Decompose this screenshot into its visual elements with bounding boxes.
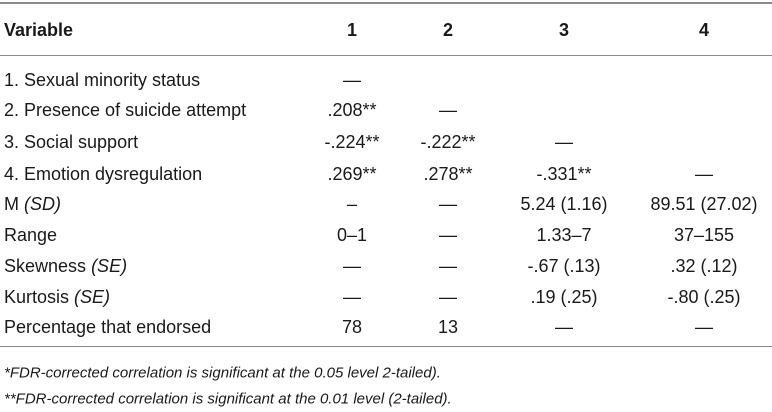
table-cell: — bbox=[439, 100, 457, 120]
label-text: Range bbox=[4, 225, 58, 245]
table-cell: — bbox=[695, 317, 713, 337]
top-rule bbox=[0, 2, 772, 4]
table-cell: -.331** bbox=[536, 164, 592, 184]
table-cell: 13 bbox=[437, 317, 459, 337]
table-cell: — bbox=[555, 132, 573, 152]
table-cell: -.80 (.25) bbox=[667, 287, 741, 307]
header-rule bbox=[0, 55, 772, 56]
table-cell: 78 bbox=[341, 317, 363, 337]
footnote: **FDR-corrected correlation is significa… bbox=[4, 390, 452, 408]
row-label: 2. Presence of suicide attempt bbox=[4, 99, 246, 121]
table-cell: .32 (.12) bbox=[670, 256, 738, 276]
label-text: Kurtosis bbox=[4, 287, 70, 307]
table-cell: 1.33–7 bbox=[536, 225, 592, 245]
table-cell: – bbox=[346, 194, 358, 214]
table-cell: — bbox=[343, 70, 361, 90]
table-cell: 37–155 bbox=[673, 225, 735, 245]
label-italic: (SE) bbox=[74, 287, 111, 307]
bottom-rule bbox=[0, 346, 772, 347]
header-cell: 1 bbox=[346, 20, 358, 40]
header-cell: 3 bbox=[558, 20, 570, 40]
table-cell: — bbox=[343, 256, 361, 276]
table-cell: -.224** bbox=[324, 132, 380, 152]
table-cell: — bbox=[439, 194, 457, 214]
row-label: 1. Sexual minority status bbox=[4, 69, 200, 91]
table-cell: .269** bbox=[327, 164, 377, 184]
table-cell: .208** bbox=[327, 100, 377, 120]
header-cell: 2 bbox=[442, 20, 454, 40]
row-label: Percentage that endorsed bbox=[4, 316, 211, 338]
label-text: 2. Presence of suicide attempt bbox=[4, 100, 247, 120]
table-cell: 5.24 (1.16) bbox=[520, 194, 608, 214]
row-label: Skewness (SE) bbox=[4, 255, 127, 277]
footnote: *FDR-corrected correlation is significan… bbox=[4, 364, 441, 382]
table-cell: 0–1 bbox=[336, 225, 368, 245]
header-cell: Variable bbox=[4, 20, 74, 40]
table-cell: — bbox=[439, 256, 457, 276]
table-cell: — bbox=[439, 287, 457, 307]
row-label: Kurtosis (SE) bbox=[4, 286, 110, 308]
row-label: 3. Social support bbox=[4, 131, 138, 153]
label-italic: (SE) bbox=[91, 256, 128, 276]
header-cell: 4 bbox=[698, 20, 710, 40]
row-label: Range bbox=[4, 224, 57, 246]
row-label: M (SD) bbox=[4, 193, 61, 215]
table-cell: .19 (.25) bbox=[530, 287, 598, 307]
row-label: 4. Emotion dysregulation bbox=[4, 163, 202, 185]
table-cell: -.67 (.13) bbox=[527, 256, 601, 276]
label-text: M bbox=[4, 194, 19, 214]
table-cell: — bbox=[343, 287, 361, 307]
label-italic: (SD) bbox=[24, 194, 62, 214]
table-cell: — bbox=[555, 317, 573, 337]
label-text: Percentage that endorsed bbox=[4, 317, 212, 337]
label-text: Skewness bbox=[4, 256, 87, 276]
table-cell: .278** bbox=[423, 164, 473, 184]
table-cell: — bbox=[439, 225, 457, 245]
label-text: 3. Social support bbox=[4, 132, 139, 152]
label-text: 4. Emotion dysregulation bbox=[4, 164, 203, 184]
label-text: 1. Sexual minority status bbox=[4, 70, 201, 90]
table-cell: — bbox=[695, 164, 713, 184]
table-cell: 89.51 (27.02) bbox=[650, 194, 758, 214]
table-cell: -.222** bbox=[420, 132, 476, 152]
